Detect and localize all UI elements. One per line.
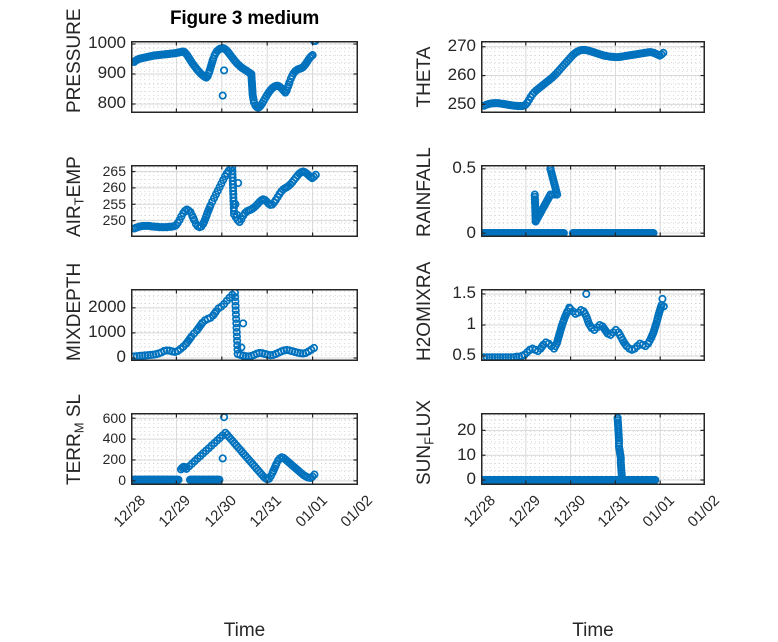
xtick-label-terr_m_sl-1: 12/29	[155, 492, 195, 531]
subplot-air_temp	[131, 165, 358, 237]
ytick-label-sun_flux-0: 0	[466, 469, 476, 489]
ytick-label-air_temp-3: 265	[102, 162, 126, 179]
ylabel-h2omixra: H2OMIXRA	[414, 261, 435, 361]
plot-area-air_temp	[131, 165, 358, 237]
ylabel-rest: SL	[64, 393, 85, 423]
subplot-pressure	[131, 41, 358, 113]
xtick-label-sun_flux-4: 01/01	[639, 492, 679, 531]
plot-area-mixdepth	[131, 289, 358, 361]
axes-box	[131, 41, 358, 113]
data-series-theta	[481, 45, 668, 111]
plot-area-rainfall	[481, 165, 705, 237]
plot-area-pressure	[131, 41, 358, 113]
subplot-mixdepth	[131, 289, 358, 361]
subplot-theta	[481, 41, 705, 113]
ytick-label-terr_m_sl-0: 0	[118, 472, 126, 489]
ylabel-air_temp: AIRTEMP	[64, 156, 87, 237]
axes-box	[131, 165, 358, 237]
ytick-label-mixdepth-1: 1000	[88, 322, 126, 342]
ytick-label-sun_flux-2: 20	[457, 419, 476, 439]
xlabel-sun_flux: Time	[572, 620, 614, 641]
subplot-terr_m_sl	[131, 413, 358, 485]
minor-grid	[483, 167, 703, 235]
subplot-rainfall	[481, 165, 705, 237]
ylabel-theta: THETA	[414, 46, 435, 108]
ytick-label-air_temp-0: 250	[102, 211, 126, 228]
ylabel-base: TERR	[64, 433, 85, 485]
data-series-air_temp	[131, 165, 320, 233]
ytick-label-theta-1: 260	[447, 65, 476, 85]
axes-box	[481, 413, 705, 485]
xtick-label-sun_flux-1: 12/29	[505, 492, 544, 531]
ytick-label-mixdepth-2: 2000	[88, 297, 126, 317]
figure-title: Figure 3 medium	[169, 8, 320, 29]
ytick-label-rainfall-0: 0	[466, 222, 476, 242]
ylabel-sun_flux: SUNFLUX	[414, 400, 437, 485]
figure-container: 800 900 1000 PRESSURE 250 260 270 THETA 250 255 26…	[64, 8, 724, 641]
ytick-label-air_temp-1: 255	[102, 195, 126, 212]
ytick-label-h2omixra-0: 0.5	[452, 345, 476, 365]
ylabel-rest: LUX	[414, 399, 435, 437]
xtick-label-terr_m_sl-2: 12/30	[201, 492, 240, 531]
xtick-label-terr_m_sl-0: 12/28	[110, 492, 150, 531]
ytick-label-pressure-0: 800	[97, 93, 126, 113]
ylabel-rainfall: RAINFALL	[414, 147, 435, 237]
ytick-label-sun_flux-1: 10	[457, 444, 476, 464]
axes-box	[131, 289, 358, 361]
xtick-label-terr_m_sl-5: 01/02	[337, 492, 377, 531]
ytick-label-pressure-2: 1000	[88, 33, 126, 53]
subplot-h2omixra	[481, 289, 705, 361]
ylabel-subscript: T	[71, 197, 87, 206]
ylabel-pressure: PRESSURE	[64, 8, 85, 113]
ylabel-rest: EMP	[64, 156, 85, 198]
xtick-label-terr_m_sl-4: 01/01	[292, 492, 331, 531]
ylabel-subscript: M	[71, 422, 87, 434]
axes-box	[481, 289, 705, 361]
ytick-label-terr_m_sl-2: 400	[102, 430, 126, 447]
ytick-label-mixdepth-0: 0	[116, 347, 126, 367]
ylabel-base: SUN	[414, 444, 435, 485]
plot-area-theta	[481, 41, 705, 113]
axes-box	[481, 165, 705, 237]
ylabel-terr_m_sl: TERRM SL	[64, 394, 87, 485]
ylabel-base: AIR	[64, 205, 85, 237]
axes-box	[481, 41, 705, 113]
ytick-label-terr_m_sl-1: 200	[102, 451, 126, 468]
ytick-label-rainfall-1: 0.5	[452, 158, 476, 178]
plot-area-sun_flux	[481, 413, 705, 485]
xtick-label-terr_m_sl-3: 12/31	[246, 492, 286, 531]
data-series-pressure	[131, 41, 320, 112]
ytick-label-theta-2: 270	[447, 36, 476, 56]
data-series-mixdepth	[131, 289, 319, 361]
ytick-label-air_temp-2: 260	[102, 179, 126, 196]
xtick-label-sun_flux-5: 01/02	[684, 492, 724, 531]
data-series-terr_m_sl	[131, 413, 319, 484]
xtick-label-sun_flux-0: 12/28	[460, 492, 500, 531]
ytick-label-theta-0: 250	[447, 93, 476, 113]
ytick-label-h2omixra-2: 1.5	[452, 283, 476, 303]
plot-area-h2omixra	[481, 289, 705, 361]
ylabel-mixdepth: MIXDEPTH	[64, 262, 85, 361]
plot-area-terr_m_sl	[131, 413, 358, 485]
xtick-label-sun_flux-2: 12/30	[550, 492, 589, 531]
ytick-label-pressure-1: 900	[97, 63, 126, 83]
xlabel-terr_m_sl: Time	[223, 620, 266, 641]
xtick-label-sun_flux-3: 12/31	[594, 492, 634, 531]
subplot-sun_flux	[481, 413, 705, 485]
ylabel-subscript: F	[421, 436, 437, 445]
data-series-sun_flux	[481, 413, 660, 485]
ytick-label-h2omixra-1: 1	[466, 314, 476, 334]
ytick-label-terr_m_sl-3: 600	[102, 409, 126, 426]
axes-box	[131, 413, 358, 485]
data-series-h2omixra	[481, 289, 668, 361]
